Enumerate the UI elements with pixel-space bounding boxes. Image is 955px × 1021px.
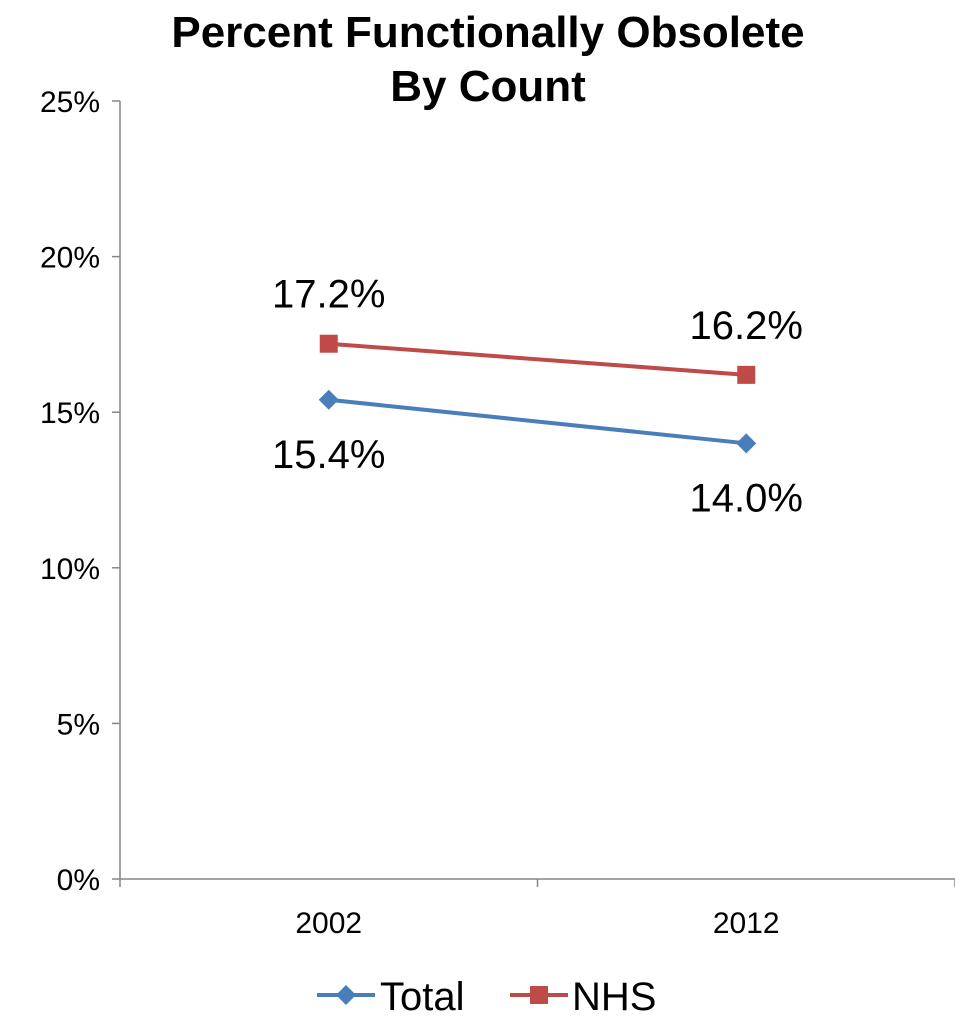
series-nhs (319, 334, 756, 384)
legend-label: Total (380, 975, 465, 1019)
y-tick-label: 15% (40, 397, 100, 430)
data-label-total: 15.4% (272, 433, 385, 477)
data-label-nhs: 17.2% (272, 273, 385, 317)
data-point-total (318, 389, 339, 410)
y-tick-label: 10% (40, 553, 100, 586)
x-tick-label: 2012 (713, 907, 780, 940)
series-layer (318, 334, 757, 454)
data-label-nhs: 16.2% (690, 304, 803, 348)
y-tick-label: 25% (40, 86, 100, 119)
series-total (318, 389, 757, 454)
data-labels: 15.4% 14.0% 17.2% 16.2% (272, 273, 803, 521)
series-line-total (328, 397, 747, 446)
chart-title-line-1: Percent Functionally Obsolete (171, 8, 804, 57)
y-tick-label: 0% (57, 864, 100, 897)
legend-label: NHS (572, 975, 656, 1019)
legend-marker (336, 985, 356, 1005)
data-label-total: 14.0% (690, 476, 803, 520)
legend-item-nhs: NHS (510, 975, 656, 1019)
data-point-nhs (737, 365, 756, 384)
y-tick-label: 20% (40, 242, 100, 275)
legend-item-total: Total (317, 975, 465, 1019)
axes: 0% 5% 10% 15% 20% 25% 2002 2012 (40, 86, 955, 940)
x-tick-label: 2002 (295, 907, 362, 940)
data-point-nhs (319, 334, 338, 353)
data-point-total (736, 433, 757, 454)
legend-marker (530, 986, 548, 1004)
chart-title-line-2: By Count (390, 62, 586, 111)
series-line-nhs (328, 341, 747, 377)
legend: Total NHS (317, 975, 656, 1019)
y-tick-label: 5% (57, 708, 100, 741)
